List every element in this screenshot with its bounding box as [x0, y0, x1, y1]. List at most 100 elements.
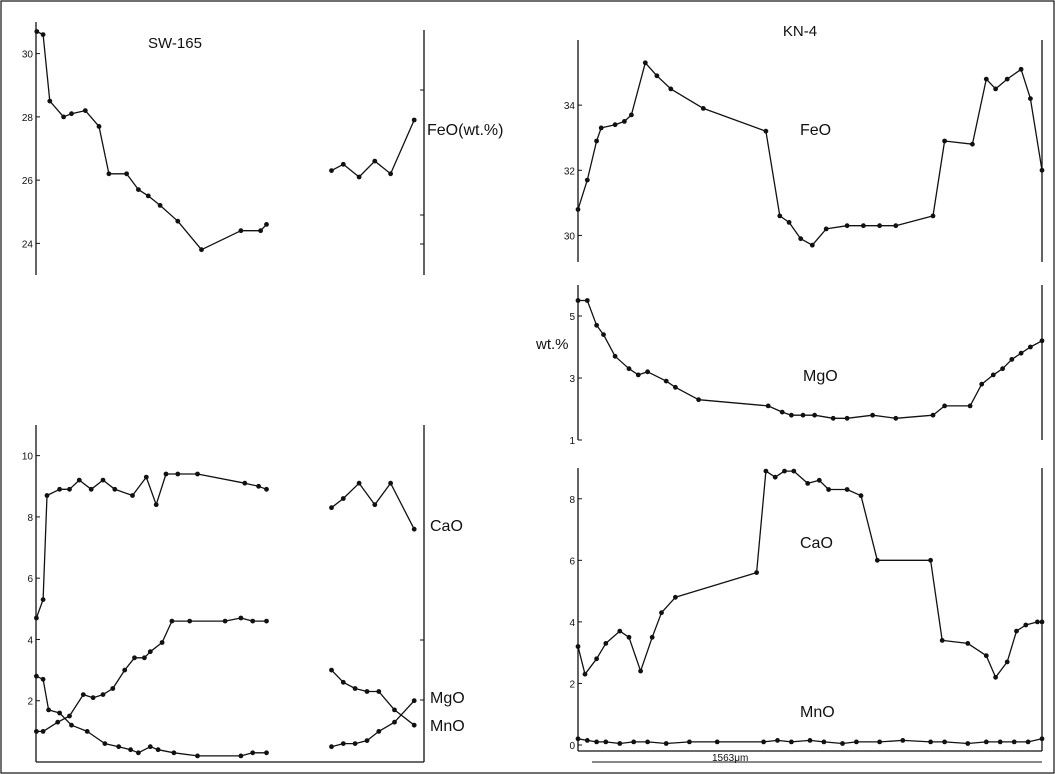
data-point-sw165_minor-mgo-2-13	[169, 618, 175, 624]
data-point-sw165_minor-cao-0-4	[67, 486, 72, 492]
data-point-kn4_feo-main-0-14	[798, 236, 804, 242]
y-tick-label-sw165_minor-6: 6	[27, 574, 33, 585]
data-point-sw165_minor-mgo-2-5	[90, 695, 96, 701]
data-point-kn4_cao_mno-cao-0-13	[782, 468, 787, 474]
data-point-sw165_minor-mgo-2-0	[34, 729, 39, 734]
data-point-sw165_feo-main-1-1	[340, 161, 346, 167]
data-point-sw165_feo-main-0-4	[69, 111, 74, 117]
data-point-kn4_feo-main-0-9	[668, 86, 674, 92]
data-point-sw165_minor-mgo-3-0	[329, 667, 334, 673]
data-point-sw165_minor-cao-0-7	[100, 477, 106, 483]
data-point-sw165_feo-main-0-10	[145, 193, 151, 199]
y-tick-label-sw165_minor-2: 2	[27, 697, 33, 708]
data-point-kn4_cao_mno-mno-1-13	[807, 738, 813, 743]
data-point-sw165_minor-cao-1-1	[340, 496, 346, 501]
data-point-kn4_cao_mno-cao-0-19	[858, 493, 864, 499]
data-point-kn4_feo-main-0-20	[893, 223, 899, 229]
data-point-kn4_mgo-main-0-16	[830, 415, 836, 421]
data-point-kn4_mgo-main-0-18	[870, 412, 875, 418]
series-line-kn4_mgo-main-0	[578, 299, 1043, 419]
sw165-minor-tick-group: 2 4 6 8 10	[22, 452, 424, 708]
data-point-kn4_cao_mno-cao-0-27	[1014, 628, 1019, 634]
panel-kn4-cao-mno: CaO MnO 0 2 4 6 8 1563μm	[569, 468, 1045, 764]
data-point-kn4_mgo-main-0-1	[584, 298, 590, 303]
data-point-kn4_feo-main-0-23	[970, 141, 975, 147]
data-point-kn4_mgo-main-0-27	[1018, 350, 1024, 356]
data-point-kn4_cao_mno-mno-1-16	[854, 739, 859, 745]
data-point-kn4_feo-main-0-4	[612, 122, 618, 128]
data-point-kn4_cao_mno-mno-1-9	[714, 739, 720, 745]
data-point-sw165_minor-mno-5-6	[411, 698, 417, 704]
data-point-kn4_cao_mno-cao-0-3	[603, 641, 609, 646]
data-point-sw165_minor-cao-1-5	[411, 526, 417, 532]
data-point-sw165_feo-main-0-13	[199, 247, 204, 253]
panel-title-kn4: KN-4	[783, 23, 817, 40]
y-tick-label-sw165_feo-30: 30	[22, 50, 34, 61]
data-point-kn4_cao_mno-cao-0-8	[659, 610, 664, 616]
series-line-sw165_feo-main-1	[331, 119, 415, 178]
data-point-kn4_feo-main-0-28	[1028, 96, 1033, 101]
data-point-sw165_minor-mno-4-3	[57, 710, 62, 716]
data-point-sw165_minor-mno-4-8	[128, 747, 134, 753]
data-point-sw165_minor-cao-0-11	[153, 502, 159, 508]
data-point-kn4_feo-main-0-25	[993, 86, 998, 92]
y-tick-label-kn4_mgo-1: 1	[569, 436, 575, 447]
data-point-kn4_cao_mno-cao-0-14	[791, 468, 797, 474]
data-point-kn4_feo-main-0-10	[700, 106, 706, 111]
series-line-sw165_minor-cao-1	[331, 482, 415, 530]
data-point-sw165_feo-main-1-0	[329, 168, 334, 174]
y-tick-label-kn4_cao_mno-8: 8	[569, 495, 575, 506]
data-point-sw165_minor-cao-0-10	[143, 474, 149, 480]
data-point-kn4_cao_mno-mno-1-2	[594, 739, 599, 745]
data-point-sw165_minor-mgo-2-17	[250, 618, 256, 624]
data-point-sw165_feo-main-0-7	[106, 171, 112, 177]
data-point-sw165_minor-cao-0-1	[40, 597, 46, 602]
data-point-sw165_feo-main-1-2	[356, 174, 362, 180]
data-point-kn4_mgo-main-0-29	[1039, 338, 1045, 344]
data-point-kn4_cao_mno-mno-1-12	[789, 739, 794, 745]
data-point-sw165_minor-mgo-2-1	[40, 729, 46, 734]
data-point-sw165_minor-cao-0-8	[112, 486, 118, 492]
data-point-sw165_minor-mgo-2-7	[110, 686, 116, 691]
y-tick-label-sw165_minor-8: 8	[27, 513, 33, 524]
kn4-bottom-tick-group: 0 2 4 6 8	[569, 495, 582, 752]
data-point-kn4_feo-main-0-29	[1039, 167, 1045, 173]
data-point-kn4_cao_mno-mno-1-6	[645, 739, 650, 745]
y-tick-label-sw165_feo-26: 26	[22, 176, 34, 187]
data-point-kn4_cao_mno-cao-0-23	[965, 641, 971, 646]
data-point-kn4_cao_mno-cao-0-6	[638, 668, 643, 674]
data-point-sw165_minor-mno-4-12	[171, 750, 177, 756]
series-label-sw165-cao: CaO	[430, 518, 463, 535]
data-point-kn4_cao_mno-cao-0-26	[1004, 659, 1010, 665]
y-tick-label-sw165_minor-10: 10	[22, 452, 34, 463]
data-point-sw165_minor-mno-4-13	[195, 753, 200, 759]
data-point-sw165_minor-mgo-2-2	[55, 719, 61, 725]
kn4-ylabel: wt.%	[535, 336, 569, 353]
data-point-kn4_feo-main-0-15	[809, 242, 815, 248]
data-point-kn4_feo-main-0-21	[930, 213, 936, 219]
data-point-kn4_feo-main-0-16	[823, 226, 829, 232]
data-point-kn4_mgo-main-0-21	[942, 403, 947, 409]
data-point-kn4_cao_mno-mno-1-1	[584, 738, 590, 743]
data-point-kn4_feo-main-0-11	[763, 128, 769, 134]
data-point-sw165_minor-mno-4-1	[40, 676, 46, 682]
data-point-sw165_feo-main-0-1	[40, 32, 46, 37]
data-point-kn4_feo-main-0-3	[598, 125, 604, 131]
data-point-sw165_feo-main-0-14	[238, 228, 244, 234]
data-point-kn4_mgo-main-0-19	[893, 415, 899, 421]
data-point-sw165_minor-mgo-3-3	[364, 689, 370, 694]
data-point-sw165_minor-cao-1-0	[329, 505, 334, 511]
data-point-kn4_cao_mno-cao-0-7	[649, 634, 655, 640]
data-point-kn4_mgo-main-0-15	[812, 412, 817, 418]
data-point-sw165_minor-cao-1-3	[372, 502, 378, 508]
data-point-sw165_feo-main-1-3	[372, 158, 378, 164]
y-tick-label-kn4_mgo-3: 3	[569, 374, 575, 385]
data-point-sw165_minor-mno-5-3	[364, 738, 370, 743]
data-point-kn4_mgo-main-0-14	[800, 412, 806, 418]
series-line-sw165_minor-mno-5	[331, 700, 415, 748]
data-point-sw165_minor-mno-5-2	[352, 741, 358, 746]
data-point-kn4_feo-main-0-1	[584, 177, 590, 183]
data-point-kn4_mgo-main-0-22	[967, 403, 973, 409]
data-point-sw165_minor-mgo-2-18	[264, 618, 269, 624]
